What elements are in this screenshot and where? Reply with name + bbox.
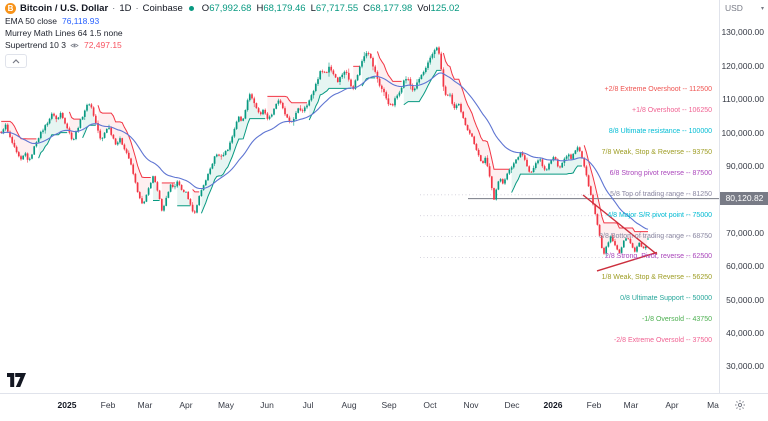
ohlc-value: 68,179.46 [263, 3, 306, 14]
indicator-name: Murrey Math Lines 64 1.5 none [5, 28, 123, 38]
price-line-label: 80,120.82 [720, 192, 768, 206]
ohlc-item: O67,992.68 [202, 3, 252, 14]
time-axis[interactable]: 2025 Feb Mar Apr May Jun Jul Aug Sep Oct Nov Dec 202… [0, 393, 768, 421]
separator-dot: · [112, 3, 116, 14]
time-axis-label: Aug [341, 400, 357, 410]
time-axis-label: Dec [504, 400, 520, 410]
price-axis-tick: 50,000.00 [726, 294, 764, 305]
time-axis-label: Mar [137, 400, 153, 410]
chart-legend: B Bitcoin / U.S. Dollar · 1D · Coinbase … [5, 2, 460, 68]
ohlc-label: Vol [417, 3, 431, 14]
indicator-legend-row[interactable]: EMA 50 close 76,118.93 [5, 15, 460, 27]
ohlc-item: Vol125.02 [417, 3, 459, 14]
legend-collapse-button[interactable] [5, 54, 27, 68]
ohlc-label: C [363, 3, 371, 14]
time-axis-label: Apr [665, 400, 679, 410]
ohlc-value: 68,177.98 [370, 3, 413, 14]
price-axis[interactable]: USD ▾ 130,000.00 120,000.00 110,000.00 100,… [719, 0, 768, 393]
ohlc-label: O [201, 3, 210, 14]
currency-label: USD [725, 3, 743, 13]
ohlc-values: O67,992.68 H68,179.46 L67,717.55 C68,177.98… [202, 3, 460, 14]
tradingview-logo[interactable] [7, 373, 26, 392]
currency-selector[interactable]: USD ▾ [725, 3, 764, 13]
price-axis-tick: 100,000.00 [721, 127, 764, 138]
chevron-up-icon [12, 58, 20, 63]
separator-dot: · [135, 3, 139, 14]
symbol-title: Bitcoin / U.S. Dollar [20, 3, 109, 14]
indicator-name: EMA 50 close [5, 16, 57, 26]
time-axis-label: Mar [623, 400, 639, 410]
symbol-legend-row[interactable]: B Bitcoin / U.S. Dollar · 1D · Coinbase … [5, 2, 460, 15]
ohlc-item: H68,179.46 [256, 3, 305, 14]
time-axis-label: Jul [302, 400, 314, 410]
eye-icon[interactable] [70, 42, 79, 49]
chevron-down-icon: ▾ [760, 5, 764, 12]
market-status-dot [188, 6, 194, 11]
ohlc-value: 67,992.68 [209, 3, 252, 14]
price-axis-tick: 110,000.00 [722, 94, 764, 105]
ohlc-item: L67,717.55 [311, 3, 359, 14]
indicator-name: Supertrend 10 3 [5, 40, 66, 50]
ohlc-label: H [256, 3, 264, 14]
time-axis-label: 2026 [543, 400, 563, 410]
symbol-exchange[interactable]: Coinbase [142, 3, 183, 14]
indicator-legend-rows: EMA 50 close 76,118.93 Murrey Math Lines 6… [5, 15, 460, 51]
time-axis-label: Feb [100, 400, 116, 410]
price-axis-tick: 70,000.00 [726, 227, 764, 238]
price-axis-tick: 40,000.00 [726, 328, 764, 339]
time-axis-label: May [217, 400, 235, 410]
ohlc-value: 67,717.55 [315, 3, 359, 14]
indicator-legend-row[interactable]: Murrey Math Lines 64 1.5 none [5, 27, 460, 39]
price-axis-tick: 90,000.00 [726, 161, 764, 172]
time-axis-label: Oct [423, 400, 437, 410]
indicator-value: 76,118.93 [61, 16, 100, 26]
time-axis-label: Nov [463, 400, 479, 410]
time-axis-label: Feb [586, 400, 602, 410]
ohlc-item: C68,177.98 [363, 3, 412, 14]
time-axis-label: Ma [707, 400, 719, 410]
price-axis-tick: 30,000.00 [726, 361, 764, 372]
price-axis-tick: 130,000.00 [721, 27, 764, 38]
price-axis-tick: 60,000.00 [726, 261, 764, 272]
indicator-legend-row[interactable]: Supertrend 10 3 72,497.15 [5, 39, 460, 51]
ohlc-label: L [310, 3, 316, 14]
price-axis-tick: 120,000.00 [721, 60, 764, 71]
bitcoin-icon: B [5, 3, 16, 14]
time-axis-label: 2025 [57, 400, 77, 410]
ohlc-value: 125.02 [430, 3, 460, 14]
symbol-interval[interactable]: 1D [119, 3, 132, 14]
indicator-value: 72,497.15 [83, 40, 122, 50]
time-axis-label: Jun [260, 400, 274, 410]
time-axis-label: Sep [381, 400, 397, 410]
time-axis-label: Apr [179, 400, 193, 410]
settings-gear-icon[interactable] [734, 398, 748, 412]
